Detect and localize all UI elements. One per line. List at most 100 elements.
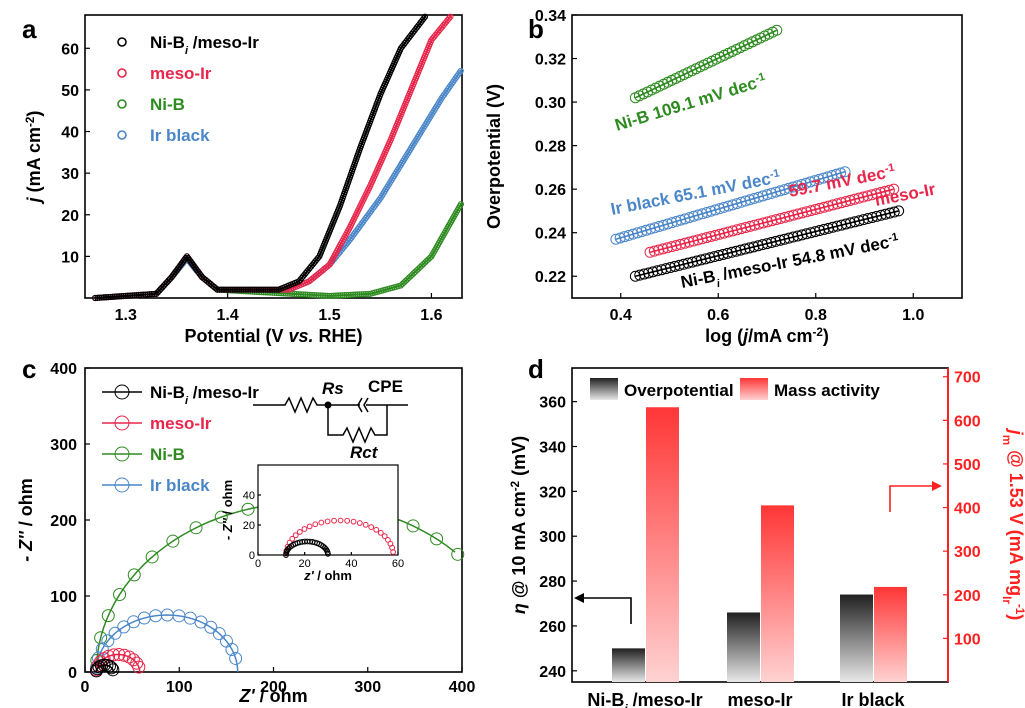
data-point	[409, 271, 416, 278]
x-tick-label: 200	[260, 679, 287, 696]
data-point	[253, 286, 260, 293]
data-point	[691, 255, 703, 267]
y-tick-label: 360	[539, 395, 566, 412]
x-tick-label: 0	[81, 679, 90, 696]
data-point	[145, 550, 159, 564]
y-tick-label-part: 30	[61, 166, 79, 183]
y-tick-label: 0.24	[535, 226, 566, 243]
data-point	[90, 662, 104, 676]
data-point	[255, 286, 263, 293]
data-point	[700, 253, 712, 265]
data-point	[332, 292, 340, 299]
x-tick-label-part: 0.8	[805, 307, 827, 324]
data-point	[730, 245, 742, 257]
y-axis-label: Overpotential (V)	[484, 84, 504, 229]
data-point	[311, 291, 318, 299]
data-point	[660, 263, 672, 275]
y-axis-label-part: (mA cm	[24, 127, 44, 197]
inset-x-label-part: / ohm	[314, 568, 352, 583]
legend-marker	[117, 99, 127, 109]
data-point	[796, 229, 808, 241]
data-point	[225, 642, 239, 656]
data-point	[124, 292, 132, 299]
y2-tick-label: 300	[954, 544, 981, 561]
data-point	[705, 231, 717, 243]
y2-axis-label-part: j	[1006, 428, 1025, 436]
data-point	[722, 247, 734, 259]
panel-label-d-part: d	[528, 354, 544, 384]
x-tick-label-part: 0.4	[610, 307, 632, 324]
data-point	[133, 292, 140, 299]
inset-point	[324, 518, 331, 525]
data-point	[102, 659, 116, 673]
data-point	[445, 15, 453, 22]
data-point	[112, 648, 126, 662]
data-point	[242, 286, 249, 293]
data-point	[735, 196, 747, 208]
data-point	[783, 232, 795, 244]
y-tick-label-part: 60	[61, 41, 79, 58]
data-point	[229, 651, 243, 665]
bar-overpotential	[727, 612, 760, 682]
data-point	[358, 291, 365, 298]
data-point	[739, 243, 751, 255]
data-point	[623, 229, 635, 241]
data-point	[753, 218, 765, 230]
data-point	[831, 220, 843, 232]
data-point	[619, 231, 631, 243]
data-point	[295, 291, 302, 298]
data-point	[809, 203, 821, 215]
data-point	[888, 183, 900, 195]
data-point	[407, 273, 414, 280]
data-point	[447, 13, 454, 20]
inset-x-tick-label: 40	[345, 558, 357, 570]
annotation-nibi-part: /meso-Ir 54.8 mV dec	[716, 233, 890, 285]
data-point	[131, 292, 138, 299]
data-point	[100, 294, 108, 301]
data-point	[651, 265, 663, 277]
legend-label-part: meso-Ir	[150, 64, 212, 83]
data-point	[792, 208, 804, 220]
data-point	[315, 292, 322, 299]
data-point	[610, 233, 622, 245]
data-point	[146, 291, 153, 298]
data-point	[757, 239, 769, 251]
data-point	[107, 648, 121, 662]
data-point	[101, 609, 115, 623]
legend-marker	[114, 477, 130, 493]
inset-y-label-part: / ohm	[220, 480, 235, 518]
y-tick-label: 0.22	[535, 269, 566, 286]
data-point	[752, 240, 764, 252]
series-line	[95, 14, 453, 299]
inset-point	[344, 517, 351, 524]
legend-marker	[114, 415, 130, 431]
data-point	[153, 290, 160, 297]
cpe-plate-b	[363, 397, 369, 413]
annotation-irblack-part: -1	[769, 167, 781, 181]
circuit-label-cpe: CPE	[368, 377, 403, 396]
x-tick-label: 400	[449, 679, 476, 696]
data-point	[688, 235, 700, 247]
data-point	[300, 291, 307, 298]
data-point	[844, 217, 856, 229]
data-point	[796, 207, 808, 219]
data-point	[113, 293, 121, 300]
y-tick-label-part: 0.26	[535, 182, 566, 199]
y2-tick-label: 100	[954, 631, 981, 648]
arrow-left	[582, 597, 632, 624]
data-point	[731, 224, 743, 236]
data-point	[629, 270, 641, 282]
inset-point	[368, 524, 375, 530]
category-label-part: Ni-B	[587, 690, 624, 708]
y-tick-label-part: 20	[61, 208, 79, 225]
data-point	[774, 234, 786, 246]
y-tick-label-part: 300	[50, 437, 77, 454]
y-tick-label: 20	[61, 208, 79, 225]
data-point	[888, 206, 900, 218]
data-point	[418, 262, 425, 269]
data-point	[692, 209, 704, 221]
inset-frame	[257, 464, 399, 556]
y2-axis-label-part: m	[1001, 435, 1014, 445]
data-point	[227, 286, 234, 293]
data-point	[761, 238, 773, 250]
